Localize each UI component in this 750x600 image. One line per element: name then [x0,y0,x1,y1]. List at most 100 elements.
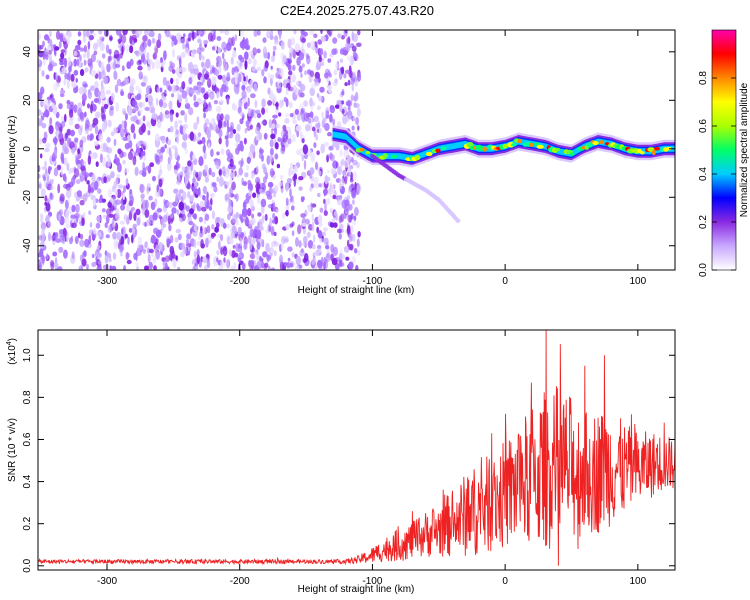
noise-blob [349,225,354,234]
noise-blob [175,112,179,118]
noise-blob [354,248,358,254]
noise-blob [342,169,347,176]
noise-blob [316,128,320,134]
noise-blob [279,99,283,108]
noise-blob [298,186,303,191]
noise-blob [318,264,323,270]
x-tick-label: 100 [629,576,646,587]
noise-blob [59,92,65,98]
noise-blob [55,121,60,131]
noise-blob [249,253,256,260]
noise-blob [270,247,275,254]
noise-blob [285,223,290,231]
noise-blob [239,237,243,247]
noise-blob [78,265,83,270]
noise-blob [261,154,264,162]
noise-blob [172,48,175,58]
noise-blob [296,125,302,132]
noise-blob [143,41,147,49]
noise-blob [189,131,195,141]
noise-blob [346,155,352,161]
noise-blob [122,160,126,165]
noise-blob [318,55,322,63]
noise-blob [206,191,209,200]
noise-blob [59,193,65,202]
noise-blob [298,65,303,73]
noise-blob [89,85,95,91]
noise-blob [58,40,62,49]
noise-blob [117,184,124,189]
noise-blob [290,162,294,170]
noise-blob [328,145,334,151]
noise-blob [174,237,179,243]
noise-blob [295,178,300,184]
noise-blob [38,261,42,270]
noise-blob [323,210,328,217]
noise-blob [179,124,183,134]
noise-blob [268,187,273,195]
noise-blob [283,133,287,139]
noise-blob [100,106,105,114]
noise-blob [160,57,163,63]
noise-blob [83,111,87,118]
noise-blob [106,153,110,160]
noise-blob [219,113,224,121]
noise-blob [300,196,305,203]
noise-blob [120,252,123,257]
noise-blob [215,159,221,170]
noise-blob [75,215,79,224]
noise-blob [198,171,202,178]
noise-blob [115,199,121,206]
noise-blob [332,37,338,44]
noise-blob [291,205,295,211]
noise-blob [146,52,150,61]
noise-blob [228,198,232,207]
noise-blob [260,261,265,269]
noise-blob [117,43,121,49]
noise-blob [301,37,306,43]
noise-blob [110,92,115,102]
noise-blob [310,105,314,111]
noise-blob [185,173,190,181]
noise-blob [267,265,271,270]
noise-blob [76,159,81,164]
noise-blob [77,102,83,110]
noise-blob [341,100,345,105]
noise-blob [106,264,110,270]
noise-blob [197,30,203,35]
noise-blob [40,86,45,95]
noise-blob [336,196,343,206]
noise-blob [291,134,296,143]
noise-blob [102,214,107,219]
noise-blob [288,70,293,76]
noise-blob [272,50,276,57]
noise-blob [324,122,330,132]
noise-blob [142,75,148,84]
noise-blob [193,85,198,91]
noise-blob [61,120,66,128]
noise-blob [187,191,191,199]
noise-blob [119,150,124,159]
noise-blob [284,117,290,124]
noise-blob [309,87,316,97]
noise-blob [207,142,211,150]
noise-blob [264,213,268,222]
noise-blob [182,123,189,129]
snr-frame [37,329,676,571]
noise-blob [309,186,313,192]
noise-blob [285,98,289,108]
noise-blob [94,80,99,90]
noise-blob [185,149,189,155]
noise-blob [332,222,338,228]
noise-blob [210,197,213,206]
noise-blob [223,180,227,186]
noise-blob [199,200,205,209]
noise-blob [114,189,118,198]
noise-blob [175,129,179,135]
noise-blob [99,153,103,163]
noise-blob [142,249,146,255]
noise-blob [246,125,251,131]
noise-blob [278,112,282,117]
snr-scale-prefix: (x10 [7,345,18,365]
noise-blob [71,82,77,88]
